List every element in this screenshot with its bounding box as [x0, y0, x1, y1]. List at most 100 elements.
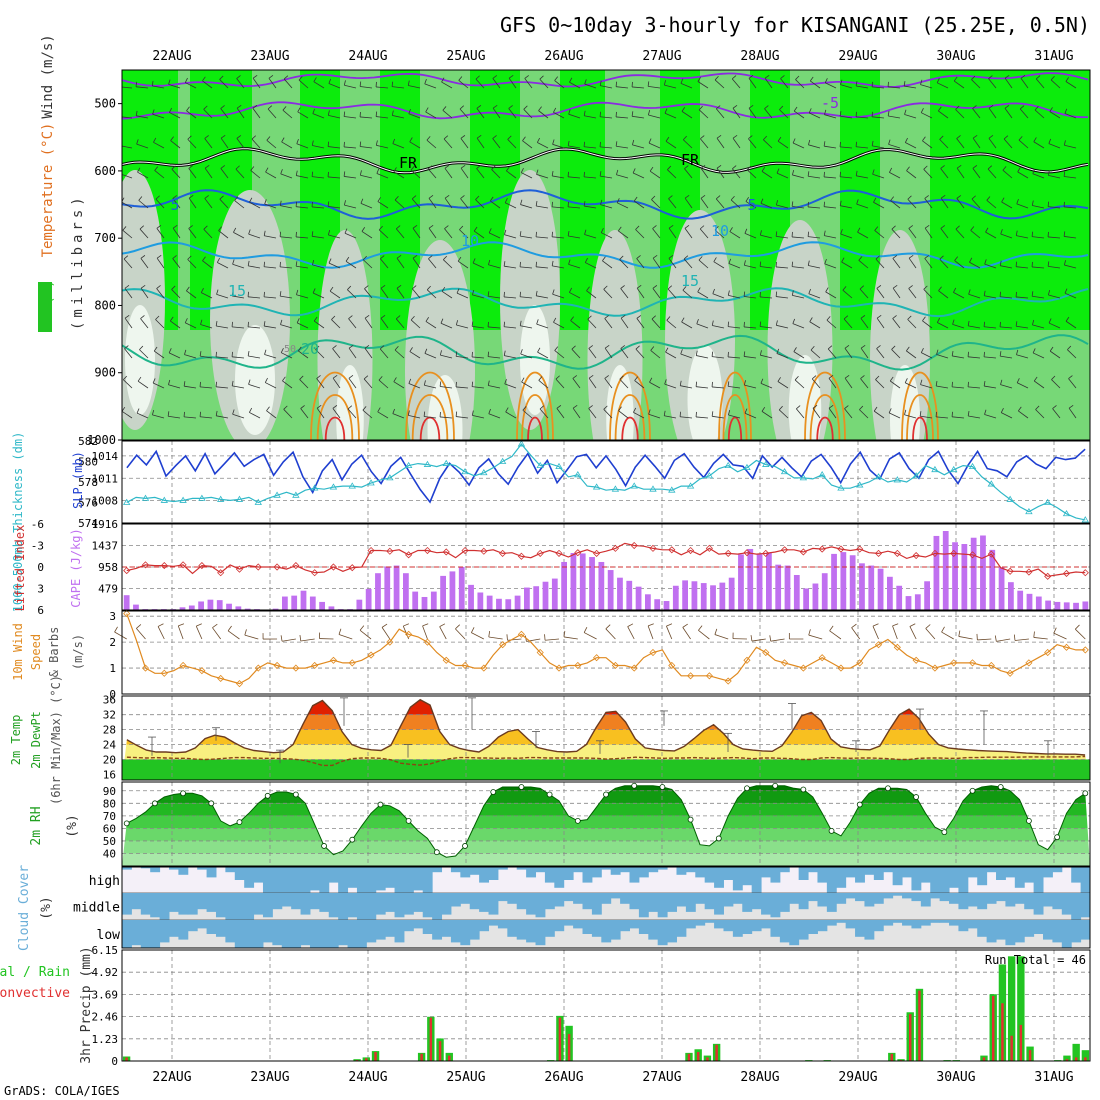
wind-barb [1068, 378, 1077, 389]
wind-barb [971, 198, 981, 209]
wind-barb [1048, 265, 1061, 269]
cape-bar [421, 596, 428, 610]
warm-contour [816, 416, 834, 440]
wind-barb-flag [568, 259, 571, 265]
wind-barb [232, 413, 245, 419]
wind-barb [921, 352, 933, 359]
isotherm [122, 241, 1089, 269]
wind-barb [236, 107, 245, 119]
li-point [931, 549, 939, 557]
thickness-point [799, 474, 808, 481]
surface-wind-barb [714, 634, 729, 640]
wind-barb [680, 353, 693, 359]
surface-wind-barb [488, 636, 503, 640]
wind-barb-flag [331, 315, 336, 320]
wind-barb-flag [138, 196, 143, 201]
wind-barb-flag [407, 80, 410, 86]
cloud-bar [460, 920, 471, 946]
wind-barb [744, 326, 757, 329]
wind-barb [504, 326, 517, 329]
wind-barb [488, 326, 501, 329]
wind-barb [188, 228, 197, 239]
wind-barb [988, 78, 997, 89]
wind-barb-flag [348, 315, 353, 319]
cloud-bar [253, 893, 264, 915]
wind-barb [188, 168, 197, 179]
wind-barb [891, 349, 901, 359]
rh-point [941, 829, 948, 836]
wind-barb-flag [327, 201, 330, 207]
wind-barb [618, 410, 629, 419]
wind-barb [378, 229, 389, 239]
precip-total-bar [1017, 956, 1025, 1061]
cape-bar [179, 607, 186, 610]
cloud-bar [375, 920, 386, 940]
cloud-bar [920, 867, 931, 883]
wind-barb-flag [1016, 199, 1019, 204]
wind-barb [1035, 78, 1045, 89]
wind-barb-flag [553, 317, 557, 323]
cloud-level-label: middle [73, 901, 120, 916]
run-total-label: Run Total = 46 [985, 953, 1086, 967]
surface-wind-barb-flag [994, 635, 997, 642]
wind-barb-flag [458, 76, 463, 81]
wind-barb-flag [828, 404, 834, 409]
precip-convective-bar [1028, 1050, 1032, 1061]
rh-very-dry-region [125, 305, 155, 415]
cloud-bar [826, 893, 837, 912]
wind-barb-flag [648, 409, 651, 415]
wind-barb-flag [588, 345, 594, 349]
wind-barb-flag [583, 201, 586, 207]
wind-barb [200, 324, 213, 329]
warm-contour [804, 371, 846, 440]
li-point [160, 562, 168, 570]
thickness-point [950, 465, 958, 473]
cape-bar [980, 535, 986, 610]
wind-barb-flag [936, 317, 940, 323]
wind-barb-flag [647, 81, 650, 87]
cloud-bar [808, 920, 818, 934]
wind-barb [552, 293, 565, 299]
wind-barb-flag [140, 315, 145, 319]
wind-barb-flag [633, 196, 638, 202]
wind-barb-flag [156, 254, 162, 259]
thickness-point [762, 460, 770, 467]
cloud-bar [375, 893, 386, 915]
li-point [273, 563, 281, 571]
ua-ylabel-temp: Temperature (°C) [40, 123, 56, 258]
cape-bar [291, 595, 298, 610]
surface-wind-barb-flag [1033, 631, 1035, 638]
wind-barb [553, 112, 565, 119]
wind-barb [219, 79, 229, 89]
wind-barb [440, 322, 453, 329]
cloud-bar [732, 920, 743, 937]
cloud-bar [338, 920, 349, 946]
wind-barb-flag [999, 291, 1001, 297]
wind-barb [363, 378, 373, 389]
wind-barb [840, 146, 853, 149]
wind-barb-flag [812, 405, 818, 409]
wind-barb-flag [778, 405, 783, 411]
wind-barb [1016, 354, 1029, 359]
cloud-bar [225, 867, 236, 873]
rh-dry-region [587, 230, 643, 440]
cape-bar [514, 595, 521, 610]
wind-barb [138, 200, 149, 209]
cloud-bar [488, 893, 499, 915]
surface-wind-barb-flag [439, 623, 446, 627]
wind-barb-flag [924, 195, 929, 199]
temperature-line [126, 698, 1086, 756]
isotherm [122, 287, 1089, 318]
wind-barb-flag [428, 195, 434, 199]
cape-bar [793, 574, 800, 610]
cloud-bar [742, 867, 753, 886]
wind-barb [922, 140, 933, 149]
wind-barb [539, 408, 549, 419]
cloud-bar [761, 920, 771, 929]
wind-barb-flag [280, 348, 284, 353]
li-point [705, 544, 713, 552]
surface-wind-barb [977, 638, 992, 641]
wind-barb [344, 232, 357, 239]
wind-barb-flag [728, 258, 732, 264]
wind-barb [443, 259, 453, 269]
